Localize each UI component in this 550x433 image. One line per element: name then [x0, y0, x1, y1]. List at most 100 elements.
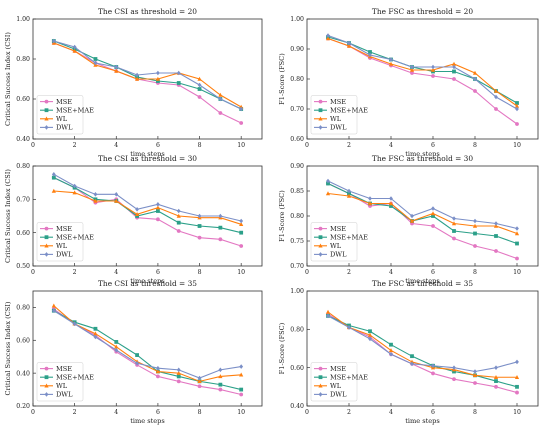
data-point: [431, 74, 435, 78]
series-line: [327, 183, 518, 245]
y-axis-label: Critical Success Index (CSI): [4, 301, 12, 395]
data-point: [452, 369, 456, 374]
data-point: [431, 206, 435, 211]
legend-swatch-marker: [318, 392, 323, 397]
data-point: [494, 365, 498, 370]
legend-swatch-marker: [318, 125, 323, 130]
chart-panel-5: The CSI as threshold = 35 0 2 4 6 8 10 0.20 0.40…: [4, 279, 263, 425]
legend-label: WL: [330, 242, 342, 250]
data-point: [431, 214, 435, 218]
data-point: [134, 76, 140, 81]
x-tick-label: 6: [156, 409, 160, 416]
series-line: [53, 173, 242, 222]
x-tick-label: 4: [389, 269, 393, 276]
x-tick-label: 10: [513, 142, 521, 149]
data-point: [473, 244, 477, 248]
legend-label: MSE+MAE: [56, 374, 94, 382]
series-wl: [325, 191, 520, 236]
series-line: [327, 313, 518, 394]
data-point: [410, 213, 414, 219]
series-line: [327, 315, 518, 373]
data-point: [51, 303, 56, 308]
y-tick-label: 0.75: [290, 238, 304, 245]
data-point: [452, 236, 456, 241]
y-tick-label: 0.70: [290, 106, 304, 113]
y-tick-label: 0.60: [16, 337, 30, 344]
y-tick-label: 0.40: [16, 136, 30, 143]
data-point: [156, 374, 160, 379]
chart-title: The CSI as threshold = 30: [98, 154, 197, 163]
y-axis-label: F1-Score (FSC): [278, 322, 286, 374]
y-tick-label: 0.50: [16, 263, 30, 270]
x-tick-label: 4: [389, 142, 393, 149]
data-point: [451, 221, 457, 226]
legend-label: WL: [330, 382, 342, 390]
data-point: [239, 364, 244, 369]
data-point: [218, 374, 223, 379]
legend-swatch-marker: [44, 99, 49, 104]
data-point: [410, 354, 414, 359]
legend-box: [36, 95, 84, 135]
legend-swatch-marker: [318, 235, 323, 240]
legend-label: MSE: [330, 365, 346, 373]
data-point: [409, 67, 415, 72]
data-point: [197, 95, 202, 99]
data-point: [514, 103, 520, 108]
x-axis-label: time steps: [405, 277, 440, 285]
legend-label: MSE+MAE: [330, 107, 368, 115]
data-point: [197, 82, 202, 88]
data-point: [452, 229, 456, 233]
data-point: [51, 175, 56, 180]
data-point: [452, 64, 456, 70]
series-line: [53, 305, 242, 382]
data-point: [494, 94, 498, 100]
data-point: [197, 235, 202, 240]
data-point: [197, 87, 202, 91]
data-point: [451, 61, 457, 66]
legend-box: [310, 95, 358, 135]
data-point: [114, 68, 119, 73]
data-point: [515, 106, 519, 112]
plot-frame: [32, 18, 263, 140]
series-line: [327, 37, 518, 107]
legend-swatch-marker: [44, 383, 49, 388]
data-point: [431, 371, 435, 376]
data-point: [155, 369, 161, 374]
data-point: [197, 224, 202, 228]
legend-label: WL: [56, 242, 68, 250]
data-point: [493, 374, 499, 379]
x-tick-label: 0: [305, 409, 309, 416]
data-point: [218, 111, 223, 115]
data-point: [346, 43, 352, 48]
data-point: [176, 367, 181, 373]
data-point: [176, 208, 181, 214]
legend-swatch-marker: [318, 252, 323, 257]
data-point: [389, 351, 393, 357]
data-point: [218, 237, 223, 242]
data-point: [135, 353, 139, 357]
legend-swatch-marker: [318, 375, 323, 380]
legend-swatch-marker: [318, 108, 323, 113]
data-point: [494, 107, 498, 111]
x-tick-label: 8: [473, 142, 477, 149]
legend-swatch-marker: [44, 226, 49, 231]
data-point: [325, 36, 331, 41]
data-point: [93, 334, 98, 340]
y-tick-label: 0.80: [290, 327, 304, 334]
data-point: [472, 223, 478, 228]
legend-swatch-marker: [318, 383, 323, 388]
x-tick-label: 8: [198, 142, 202, 149]
data-point: [452, 69, 456, 74]
data-point: [176, 70, 181, 76]
data-point: [347, 191, 351, 196]
y-tick-label: 0.80: [16, 305, 30, 312]
data-point: [93, 326, 98, 331]
x-tick-label: 6: [156, 269, 160, 276]
x-tick-label: 6: [431, 409, 435, 416]
data-point: [326, 181, 330, 186]
y-tick-label: 0.60: [290, 365, 304, 372]
data-point: [72, 44, 77, 50]
x-tick-label: 6: [431, 142, 435, 149]
series-line: [53, 310, 242, 391]
